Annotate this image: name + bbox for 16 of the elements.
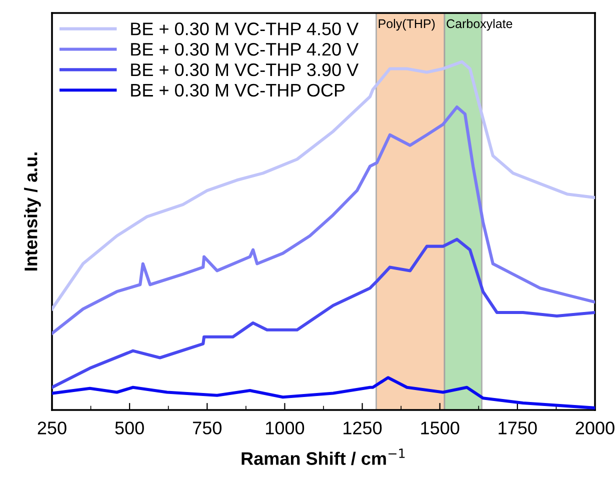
- legend-label: BE + 0.30 M VC-THP OCP: [131, 84, 345, 97]
- x-tick-label: 2000: [576, 422, 614, 434]
- x-tick-label: 1000: [266, 422, 304, 434]
- x-tick-label: 250: [38, 422, 66, 434]
- legend-label: BE + 0.30 M VC-THP 3.90 V: [131, 63, 359, 76]
- x-tick-label: 500: [115, 422, 144, 434]
- band-label: Carboxylate: [446, 18, 512, 31]
- legend-label: BE + 0.30 M VC-THP 4.20 V: [131, 42, 359, 56]
- x-axis-title: Raman Shift / cm$^{−1}$: [242, 448, 405, 466]
- y-axis-title: Intensity / a.u.: [24, 152, 41, 270]
- x-tick-label: 1500: [421, 422, 460, 434]
- band-label: Poly(THP): [378, 18, 435, 31]
- x-tick-label: 750: [193, 422, 222, 434]
- x-tick-label: 1750: [498, 422, 537, 434]
- legend-label: BE + 0.30 M VC-THP 4.50 V: [131, 22, 359, 36]
- x-tick-label: 1250: [344, 422, 382, 434]
